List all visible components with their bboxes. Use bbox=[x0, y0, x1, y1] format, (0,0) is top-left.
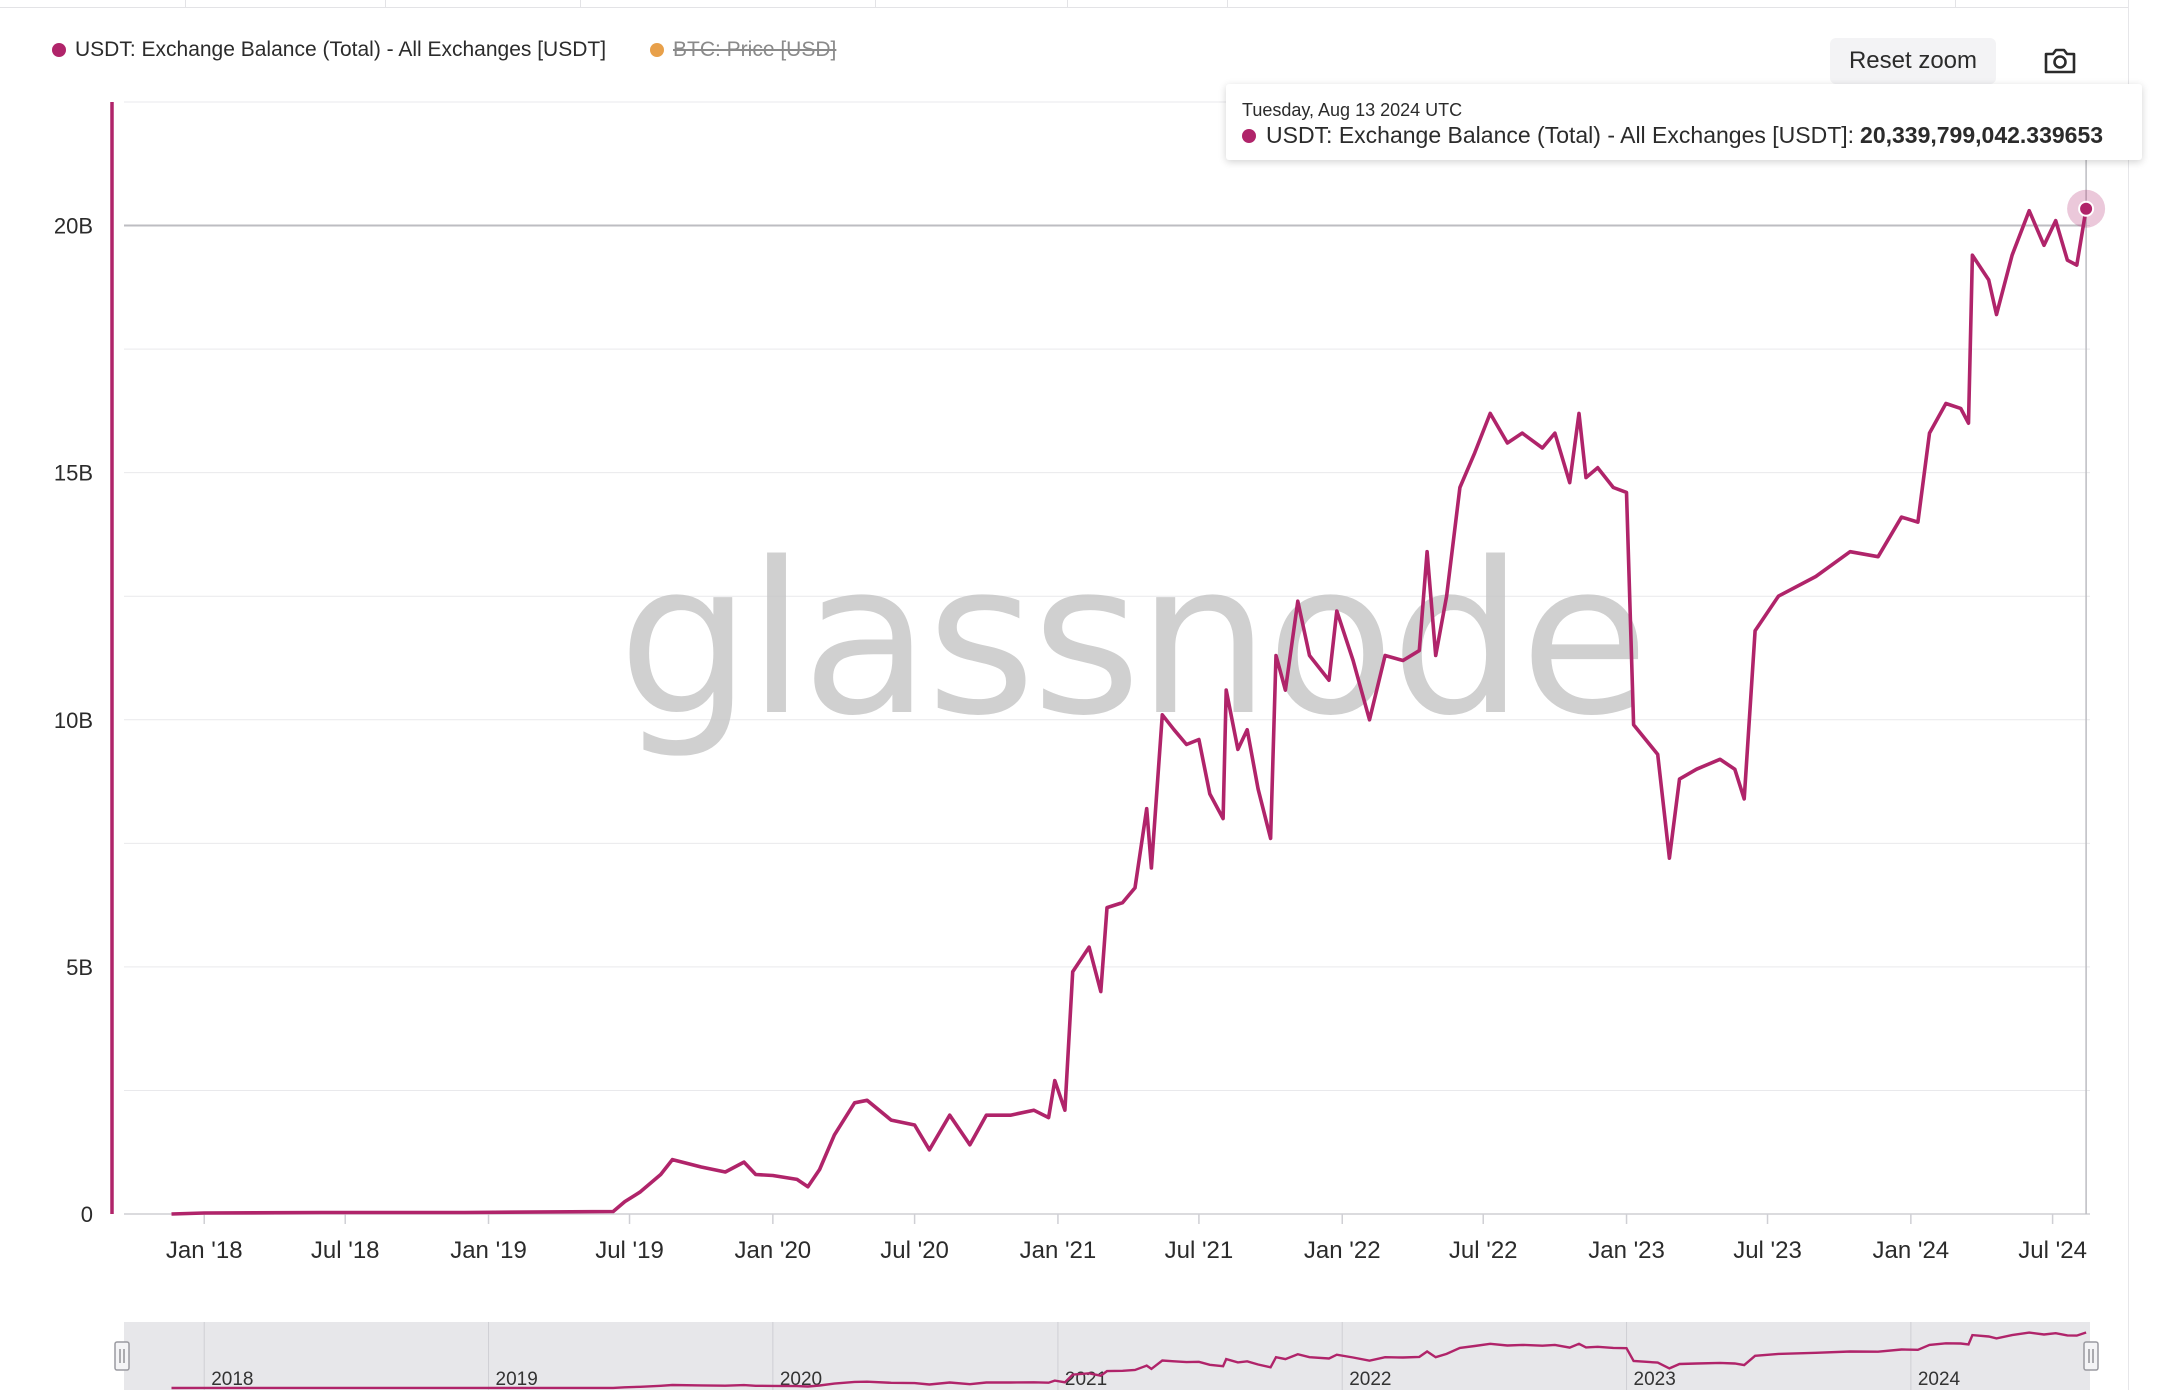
navigator-series-line bbox=[171, 1331, 2087, 1390]
handle-grip bbox=[2083, 1341, 2099, 1371]
legend-label-usdt: USDT: Exchange Balance (Total) - All Exc… bbox=[75, 38, 607, 61]
navigator-tick-label: 2023 bbox=[1634, 1369, 1676, 1390]
y-tick-label: 20B bbox=[54, 214, 93, 239]
y-axis-ticks: 0 5B 10B 15B 20B bbox=[54, 214, 93, 1227]
tooltip-series-label: USDT: Exchange Balance (Total) - All Exc… bbox=[1266, 122, 1855, 148]
watermark-logo: glassnode bbox=[618, 517, 1645, 762]
top-tab-strip bbox=[0, 0, 2128, 8]
tooltip-dot bbox=[1242, 128, 1256, 143]
x-axis-ticks: Jan '18 Jul '18 Jan '19 Jul '19 Jan '20 Jul '… bbox=[166, 1214, 2087, 1264]
tooltip-value: 20,339,799,042.339653 bbox=[1860, 122, 2104, 148]
tab-divider bbox=[875, 0, 876, 7]
tooltip-date: Tuesday, Aug 13 2024 UTC bbox=[1242, 100, 1463, 120]
tab-divider bbox=[1067, 0, 1068, 7]
series-line-usdt bbox=[171, 208, 2088, 1216]
y-tick-label: 0 bbox=[81, 1202, 93, 1227]
y-tick-label: 10B bbox=[54, 708, 93, 733]
tab-divider bbox=[385, 0, 386, 7]
tab-divider bbox=[185, 0, 186, 7]
tab-divider bbox=[1227, 0, 1228, 7]
navigator-tick-label: 2021 bbox=[1065, 1369, 1107, 1390]
x-tick-label: Jan '24 bbox=[1873, 1237, 1950, 1264]
legend-item-usdt[interactable]: USDT: Exchange Balance (Total) - All Exc… bbox=[52, 38, 606, 62]
x-tick-label: Jan '18 bbox=[166, 1237, 243, 1264]
navigator-handle-left[interactable] bbox=[114, 1341, 130, 1371]
tab-divider bbox=[1955, 0, 1956, 7]
legend-label-btc: BTC: Price [USD] bbox=[673, 38, 837, 61]
handle-grip bbox=[114, 1341, 130, 1371]
x-tick-label: Jul '18 bbox=[311, 1237, 380, 1264]
tooltip: Tuesday, Aug 13 2024 UTC USDT: Exchange … bbox=[1226, 84, 2142, 160]
navigator[interactable]: 2018 2019 2020 2021 2022 2023 2024 bbox=[114, 1322, 2099, 1390]
navigator-tick-label: 2024 bbox=[1918, 1369, 1961, 1390]
navigator-handle-right[interactable] bbox=[2083, 1341, 2099, 1371]
x-tick-label: Jul '22 bbox=[1449, 1237, 1518, 1264]
legend-dot-usdt bbox=[52, 43, 66, 57]
x-tick-label: Jan '19 bbox=[450, 1237, 527, 1264]
x-tick-label: Jan '22 bbox=[1304, 1237, 1381, 1264]
navigator-tick-label: 2018 bbox=[211, 1369, 253, 1390]
grid-lines bbox=[124, 101, 2090, 1215]
x-tick-label: Jul '20 bbox=[880, 1237, 949, 1264]
panel-edge bbox=[2128, 0, 2129, 1390]
y-tick-label: 5B bbox=[66, 955, 93, 980]
tooltip-series-row: USDT: Exchange Balance (Total) - All Exc… bbox=[1242, 122, 2103, 149]
x-tick-label: Jul '19 bbox=[595, 1237, 664, 1264]
navigator-tick-label: 2022 bbox=[1349, 1369, 1391, 1390]
hover-point bbox=[2078, 200, 2095, 217]
camera-icon[interactable] bbox=[2040, 44, 2078, 80]
x-tick-label: Jan '20 bbox=[735, 1237, 812, 1264]
x-tick-label: Jan '21 bbox=[1020, 1237, 1097, 1264]
x-tick-label: Jan '23 bbox=[1588, 1237, 1665, 1264]
navigator-tick-label: 2020 bbox=[780, 1369, 822, 1390]
x-tick-label: Jul '24 bbox=[2018, 1237, 2087, 1264]
x-tick-label: Jul '21 bbox=[1165, 1237, 1234, 1264]
tab-divider bbox=[580, 0, 581, 7]
navigator-tick-label: 2019 bbox=[496, 1369, 538, 1390]
legend-dot-btc bbox=[650, 43, 664, 57]
legend-item-btc[interactable]: BTC: Price [USD] bbox=[650, 38, 836, 62]
reset-zoom-button[interactable]: Reset zoom bbox=[1830, 38, 1996, 84]
x-tick-label: Jul '23 bbox=[1733, 1237, 1802, 1264]
y-tick-label: 15B bbox=[54, 461, 93, 486]
